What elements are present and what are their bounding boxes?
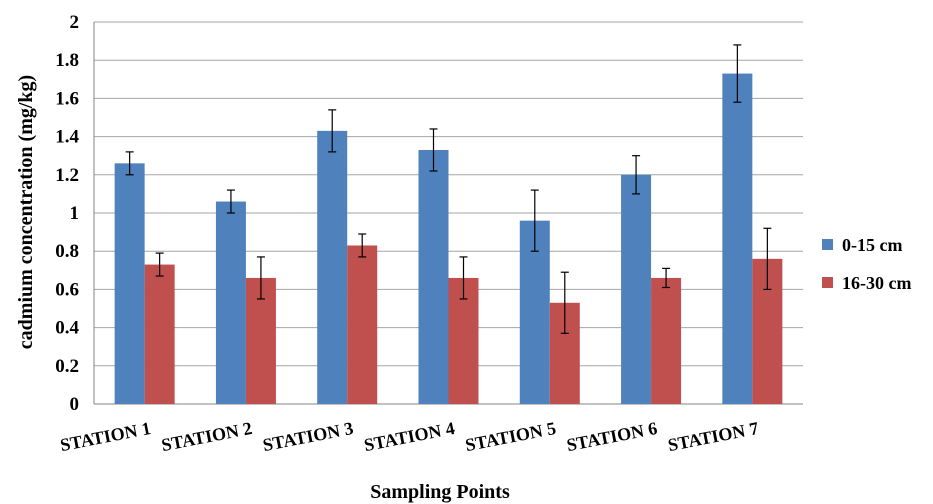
error-bars xyxy=(125,44,772,334)
error-bar xyxy=(662,267,671,289)
x-tick-label: STATION 1 xyxy=(58,418,152,455)
error-bar xyxy=(125,151,134,176)
bar-0-15cm-4 xyxy=(418,149,449,404)
error-bar xyxy=(459,256,468,300)
y-tick-label: 0.2 xyxy=(55,356,79,377)
error-bar xyxy=(763,227,772,290)
y-tick-label: 1.2 xyxy=(55,165,79,186)
y-axis-title: cadmium concentration (mg/kg) xyxy=(15,75,37,349)
y-tick-label: 1 xyxy=(70,203,80,224)
error-bar xyxy=(429,128,438,172)
y-tick-label: 1.8 xyxy=(55,50,79,71)
bar-0-15cm-6 xyxy=(621,174,652,404)
y-tick-label: 0.8 xyxy=(55,241,79,262)
x-tick-label: STATION 7 xyxy=(666,418,760,455)
y-axis-ticks: 0 0.2 0.4 0.6 0.8 1 1.2 1.4 1.6 1.8 2 xyxy=(55,12,79,415)
y-tick-label: 1.4 xyxy=(55,127,79,148)
error-bar xyxy=(358,233,367,258)
y-tick-label: 0 xyxy=(70,394,80,415)
error-bar xyxy=(632,155,641,195)
bar-16-30cm-6 xyxy=(651,277,682,404)
bar-0-15cm-3 xyxy=(317,130,348,404)
bar-16-30cm-1 xyxy=(144,264,175,404)
y-tick-label: 2 xyxy=(70,12,80,33)
bar-0-15cm-1 xyxy=(114,163,145,404)
x-tick-label: STATION 3 xyxy=(261,418,355,455)
error-bar xyxy=(226,189,235,214)
y-tick-label: 0.6 xyxy=(55,279,79,300)
bar-0-15cm-2 xyxy=(215,201,246,404)
x-axis-ticks: STATION 1 STATION 2 STATION 3 STATION 4 STAT… xyxy=(58,418,760,455)
legend-swatch-16-30 xyxy=(822,277,833,288)
x-axis-title: Sampling Points xyxy=(370,481,510,503)
bar-marks xyxy=(114,73,783,404)
error-bar xyxy=(155,252,164,277)
legend-label-0-15: 0-15 cm xyxy=(842,235,902,255)
legend: 0-15 cm 16-30 cm xyxy=(822,235,911,293)
error-bar xyxy=(530,189,539,252)
y-tick-label: 0.4 xyxy=(55,318,79,339)
bar-16-30cm-3 xyxy=(347,245,378,404)
error-bar xyxy=(256,256,265,300)
bar-0-15cm-7 xyxy=(722,73,753,404)
error-bar xyxy=(328,109,337,153)
y-tick-label: 1.6 xyxy=(55,88,79,109)
legend-label-16-30: 16-30 cm xyxy=(842,273,911,293)
legend-swatch-0-15 xyxy=(822,239,833,250)
error-bar xyxy=(733,44,742,103)
x-tick-label: STATION 2 xyxy=(160,418,254,455)
x-tick-label: STATION 4 xyxy=(362,418,456,455)
x-tick-label: STATION 5 xyxy=(464,418,558,455)
error-bar xyxy=(560,271,569,334)
x-tick-label: STATION 6 xyxy=(565,418,659,455)
